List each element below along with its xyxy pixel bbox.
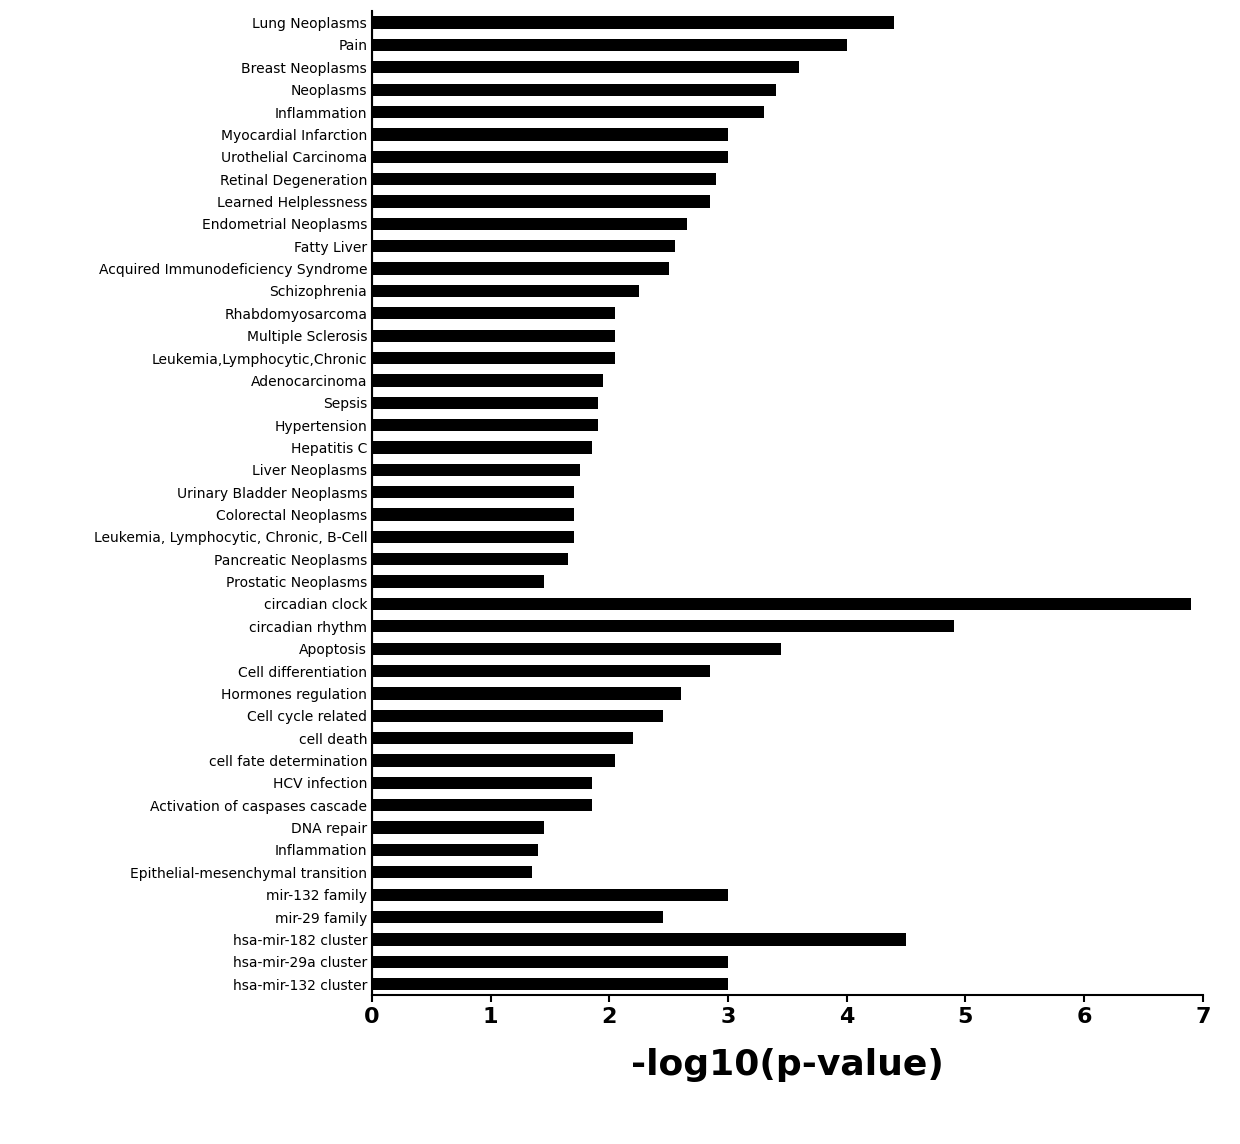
Bar [372, 665, 711, 677]
Bar [372, 397, 598, 408]
Bar [372, 329, 615, 342]
Bar [372, 285, 639, 297]
Bar [372, 196, 711, 208]
Bar [372, 262, 668, 275]
Bar [372, 84, 775, 96]
Bar [372, 217, 687, 230]
Bar [372, 821, 544, 834]
Bar [372, 128, 728, 141]
Bar [372, 688, 681, 700]
Bar [372, 911, 662, 923]
Bar [372, 173, 717, 185]
Bar [372, 442, 591, 454]
Bar [372, 799, 591, 811]
Bar [372, 16, 894, 29]
Bar [372, 531, 574, 543]
Bar [372, 61, 800, 73]
Bar [372, 463, 579, 476]
Bar [372, 486, 574, 499]
Bar [372, 866, 532, 879]
Bar [372, 151, 728, 162]
Bar [372, 844, 538, 856]
Bar [372, 777, 591, 789]
Bar [372, 754, 615, 766]
Bar [372, 240, 675, 253]
Bar [372, 575, 544, 588]
Bar [372, 508, 574, 521]
Bar [372, 620, 954, 633]
Bar [372, 106, 764, 118]
Bar [372, 643, 781, 654]
Bar [372, 374, 604, 387]
Bar [372, 978, 728, 991]
Bar [372, 352, 615, 364]
Bar [372, 307, 615, 319]
Bar [372, 598, 1190, 610]
Bar [372, 553, 568, 565]
Bar [372, 709, 662, 722]
Bar [372, 732, 634, 745]
Bar [372, 39, 847, 51]
Bar [372, 889, 728, 900]
Bar [372, 955, 728, 968]
Bar [372, 934, 906, 946]
X-axis label: -log10(p-value): -log10(p-value) [631, 1048, 944, 1082]
Bar [372, 419, 598, 431]
